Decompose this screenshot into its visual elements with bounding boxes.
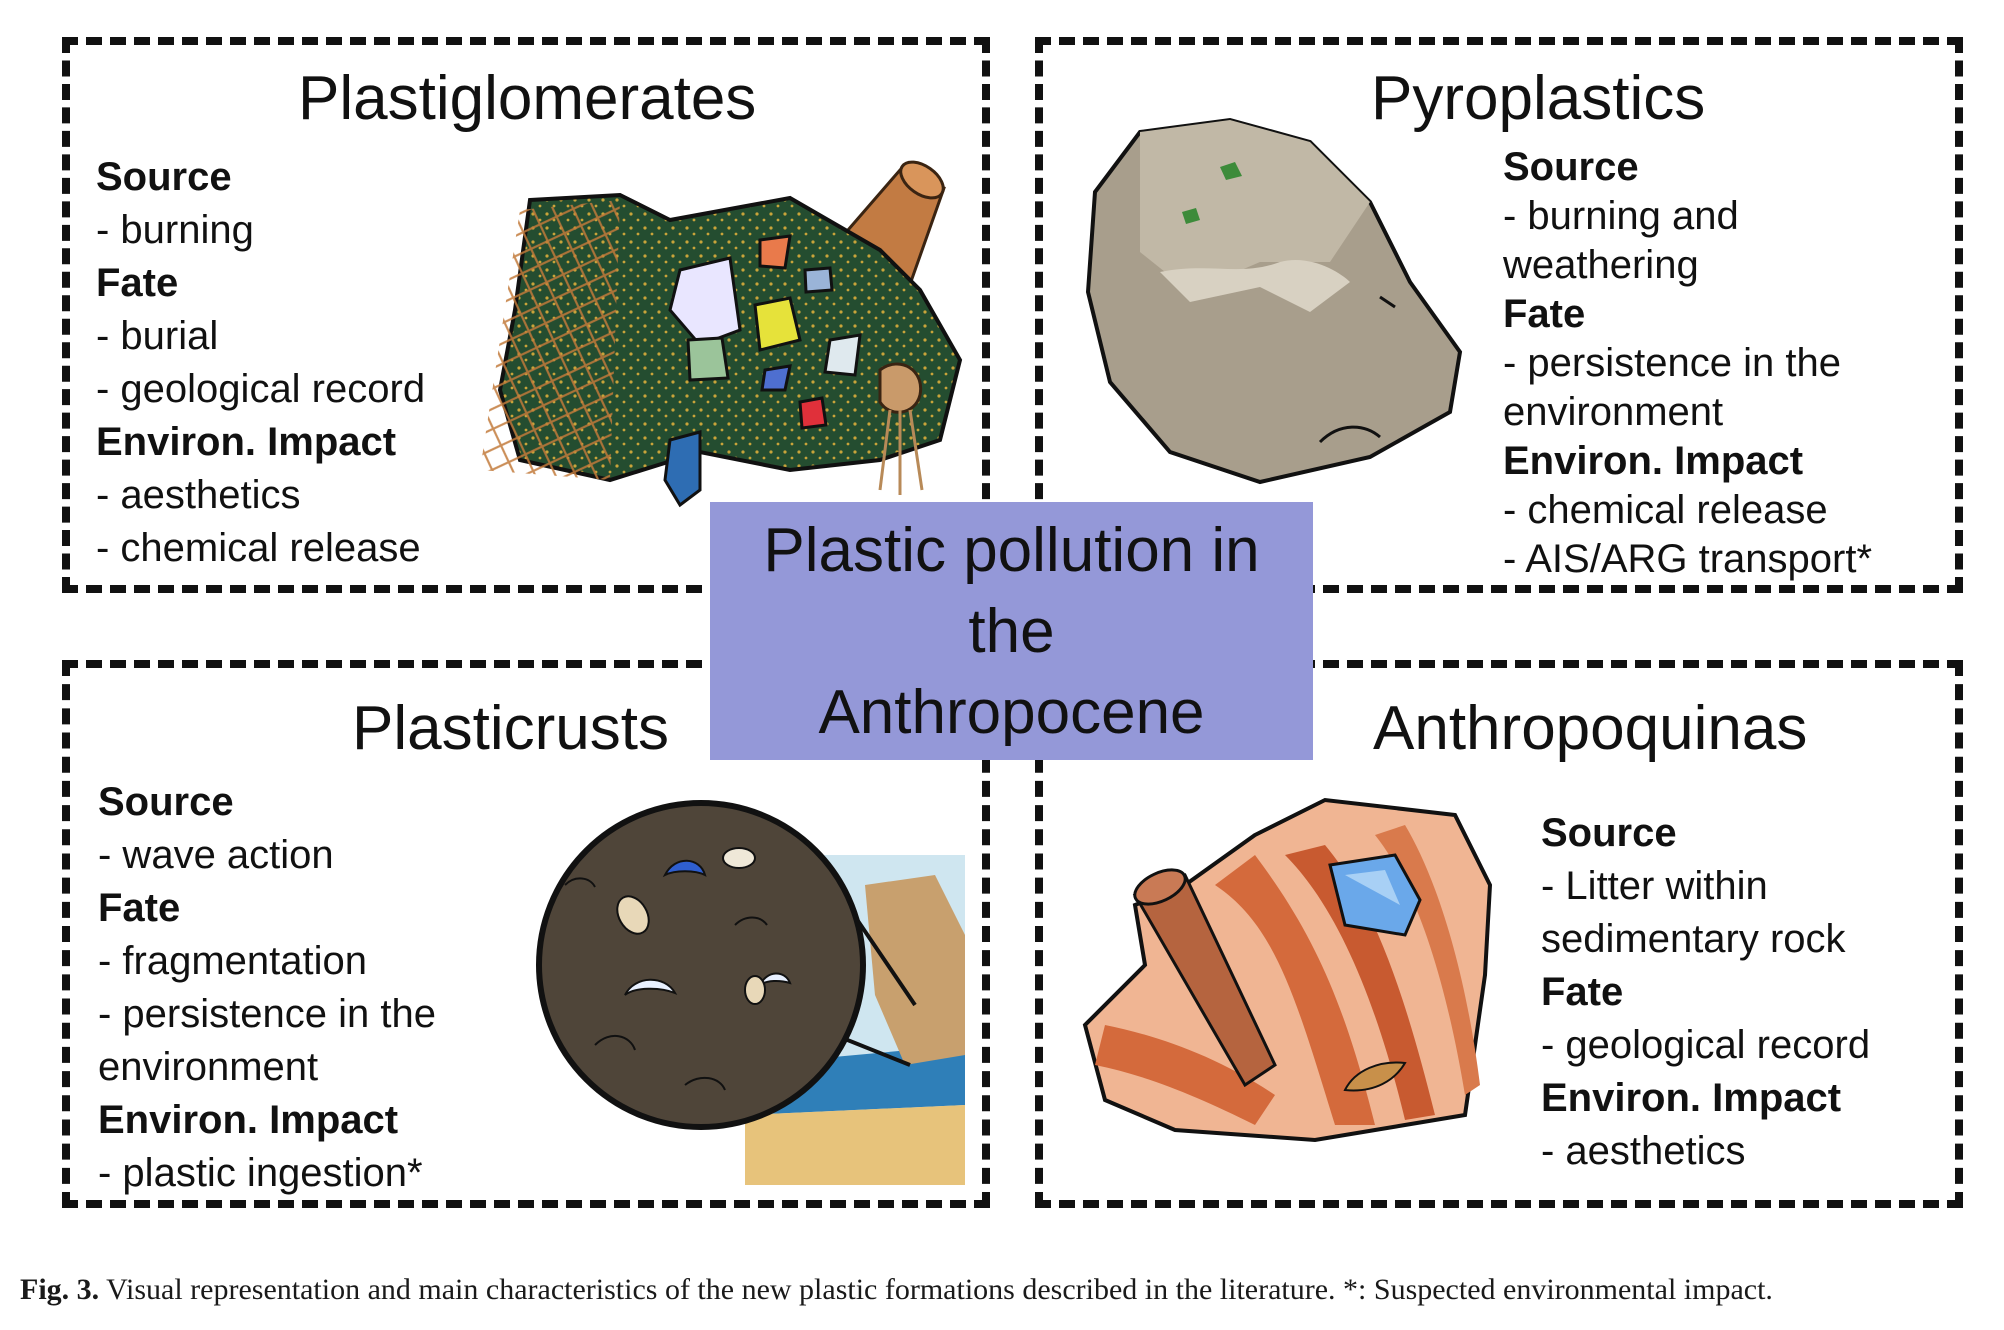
pyroplastic-illustration (1085, 117, 1463, 485)
item-line: - chemical release (96, 526, 421, 570)
item-heading: Fate (1503, 292, 1586, 336)
item-line: - plastic ingestion* (98, 1151, 423, 1195)
item-line: - geological record (96, 367, 426, 411)
item-line: - persistence in the (98, 992, 436, 1036)
item-heading: Fate (1541, 970, 1624, 1014)
item-line: - aesthetics (96, 473, 301, 517)
item-heading: Source (1541, 811, 1677, 855)
item-heading: Source (1503, 145, 1639, 189)
item-heading: Environ. Impact (96, 420, 397, 464)
figure-caption: Fig. 3. Visual representation and main c… (20, 1273, 1773, 1307)
item-line: - Litter within (1541, 864, 1768, 908)
item-line: weathering (1503, 243, 1699, 287)
panel-pyroplastics: Pyroplastics Source - burning and weatheri… (1035, 37, 1963, 593)
item-line: - burning (96, 208, 254, 252)
center-title-box: Plastic pollution in the Anthropocene (710, 502, 1313, 760)
panel-title: Plasticrusts (352, 694, 669, 763)
panel-items: Source - wave action Fate - fragmentation - … (98, 776, 436, 1200)
item-line: - burning and (1503, 194, 1739, 238)
item-line: - burial (96, 314, 219, 358)
item-line: environment (1503, 390, 1724, 434)
caption-text: Visual representation and main character… (99, 1273, 1773, 1306)
item-line: - persistence in the (1503, 341, 1841, 385)
plasticrust-illustration (536, 800, 965, 1185)
center-title: Plastic pollution in the Anthropocene (763, 510, 1259, 753)
panel-items: Source - Litter within sedimentary rock Fat… (1541, 807, 1870, 1178)
panel-plasticrusts: Plasticrusts Source - wave action Fate - fr… (62, 660, 990, 1208)
panel-anthropoquinas: Anthropoquinas Source - Litter within sedi… (1035, 660, 1963, 1208)
panel-plastiglomerates: Plastiglomerates Source - burning Fate - bu… (62, 37, 990, 593)
center-title-line: Plastic pollution in (763, 515, 1260, 585)
item-line: - chemical release (1503, 488, 1828, 532)
item-line: - AIS/ARG transport* (1503, 537, 1873, 581)
item-line: - fragmentation (98, 939, 368, 983)
item-line: - geological record (1541, 1023, 1871, 1067)
figure-label: Fig. 3. (20, 1273, 100, 1306)
panel-title: Anthropoquinas (1373, 694, 1808, 763)
item-line: environment (98, 1045, 319, 1089)
item-heading: Source (98, 780, 234, 824)
item-heading: Environ. Impact (1541, 1076, 1842, 1120)
item-line: - wave action (98, 833, 334, 877)
item-heading: Source (96, 155, 232, 199)
anthropoquina-illustration (1082, 797, 1493, 1143)
panel-title: Pyroplastics (1371, 64, 1706, 133)
plastiglomerate-illustration (480, 160, 963, 508)
center-title-line: the (968, 596, 1055, 666)
item-heading: Fate (96, 261, 179, 305)
panel-title: Plastiglomerates (298, 64, 757, 133)
item-heading: Environ. Impact (1503, 439, 1804, 483)
item-line: - aesthetics (1541, 1129, 1746, 1173)
panel-items: Source - burning and weathering Fate - persi… (1503, 143, 1872, 584)
item-line: sedimentary rock (1541, 917, 1846, 961)
item-heading: Fate (98, 886, 181, 930)
item-heading: Environ. Impact (98, 1098, 399, 1142)
panel-items: Source - burning Fate - burial - geological … (96, 151, 425, 575)
center-title-line: Anthropocene (818, 677, 1205, 747)
